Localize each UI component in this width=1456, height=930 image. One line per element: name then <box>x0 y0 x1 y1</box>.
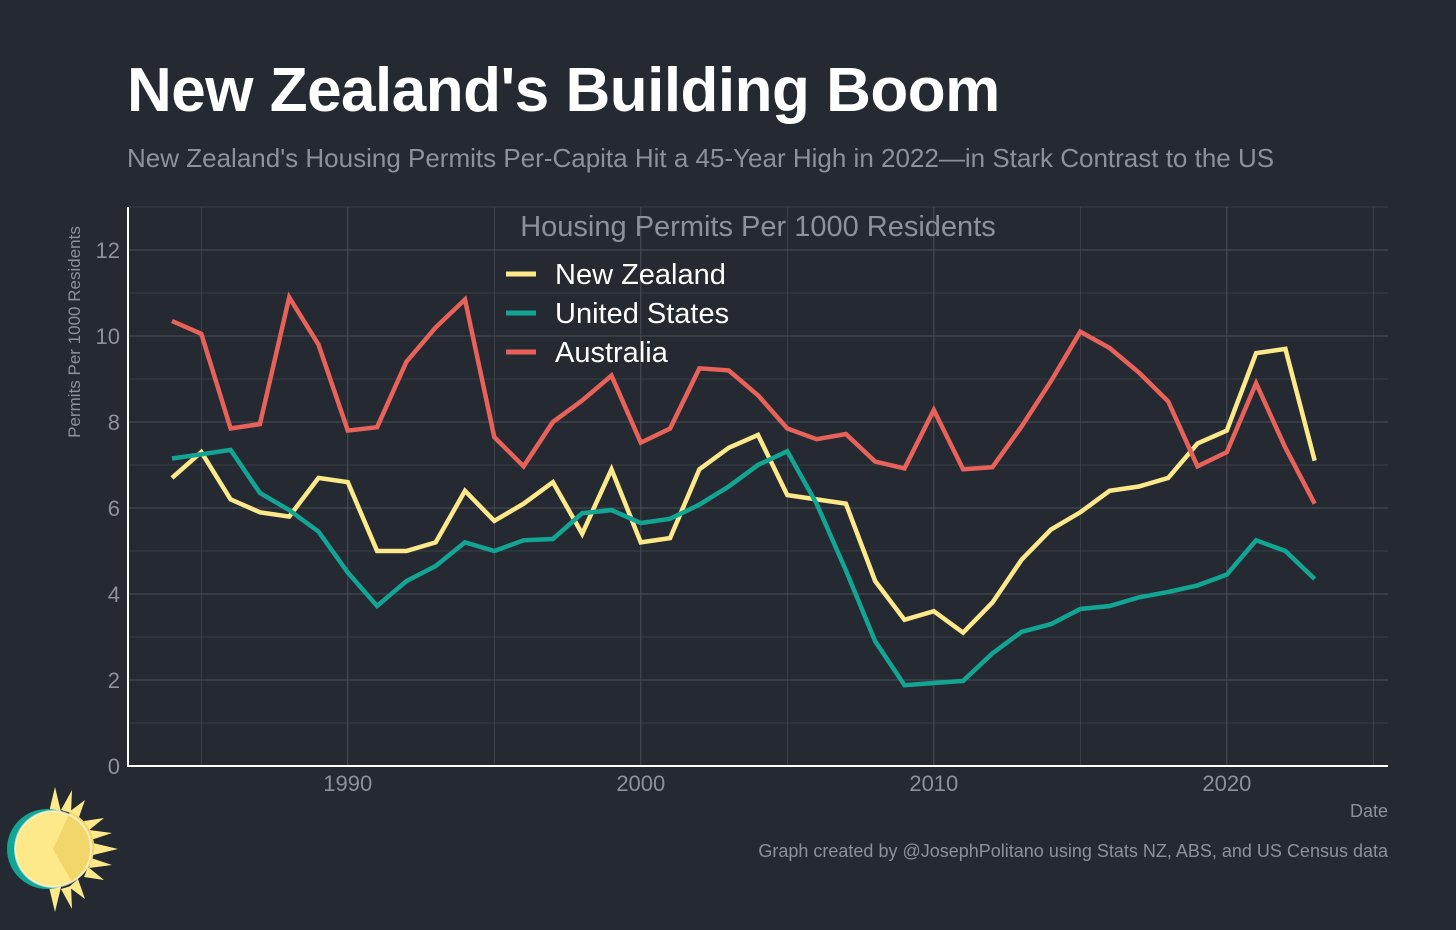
x-tick-label: 2000 <box>616 771 665 796</box>
gridlines <box>128 206 1388 766</box>
x-tick-label: 2010 <box>909 771 958 796</box>
y-tick-label: 4 <box>108 582 120 607</box>
y-tick-label: 12 <box>96 238 120 263</box>
legend-label: New Zealand <box>555 259 726 291</box>
axes <box>127 207 1388 767</box>
series-line-new-zealand <box>170 346 1317 636</box>
source-caption: Graph created by @JosephPolitano using S… <box>758 841 1388 861</box>
legend-label: Australia <box>555 337 669 369</box>
y-tick-label: 0 <box>108 754 120 779</box>
y-tick-label: 2 <box>108 668 120 693</box>
sun-logo-icon <box>7 787 118 912</box>
y-axis-label: Permits Per 1000 Residents <box>65 226 84 438</box>
legend-title: Housing Permits Per 1000 Residents <box>520 211 996 243</box>
x-tick-labels: 1990 2000 2010 2020 <box>323 771 1251 796</box>
series-line-australia <box>171 291 1317 505</box>
y-tick-label: 10 <box>96 324 120 349</box>
series-line-united-states <box>171 447 1317 688</box>
x-tick-label: 1990 <box>323 771 372 796</box>
y-tick-label: 8 <box>108 410 120 435</box>
x-tick-label: 2020 <box>1202 771 1251 796</box>
legend-label: United States <box>555 298 729 330</box>
x-axis-label: Date <box>1350 801 1388 821</box>
chart-title: New Zealand's Building Boom <box>127 56 1000 125</box>
chart-subtitle: New Zealand's Housing Permits Per-Capita… <box>127 143 1275 173</box>
y-tick-label: 6 <box>108 496 120 521</box>
legend: New Zealand United States Australia <box>506 259 729 369</box>
y-tick-labels: 0 2 4 6 8 10 12 <box>96 238 120 779</box>
series-lines <box>170 291 1317 688</box>
